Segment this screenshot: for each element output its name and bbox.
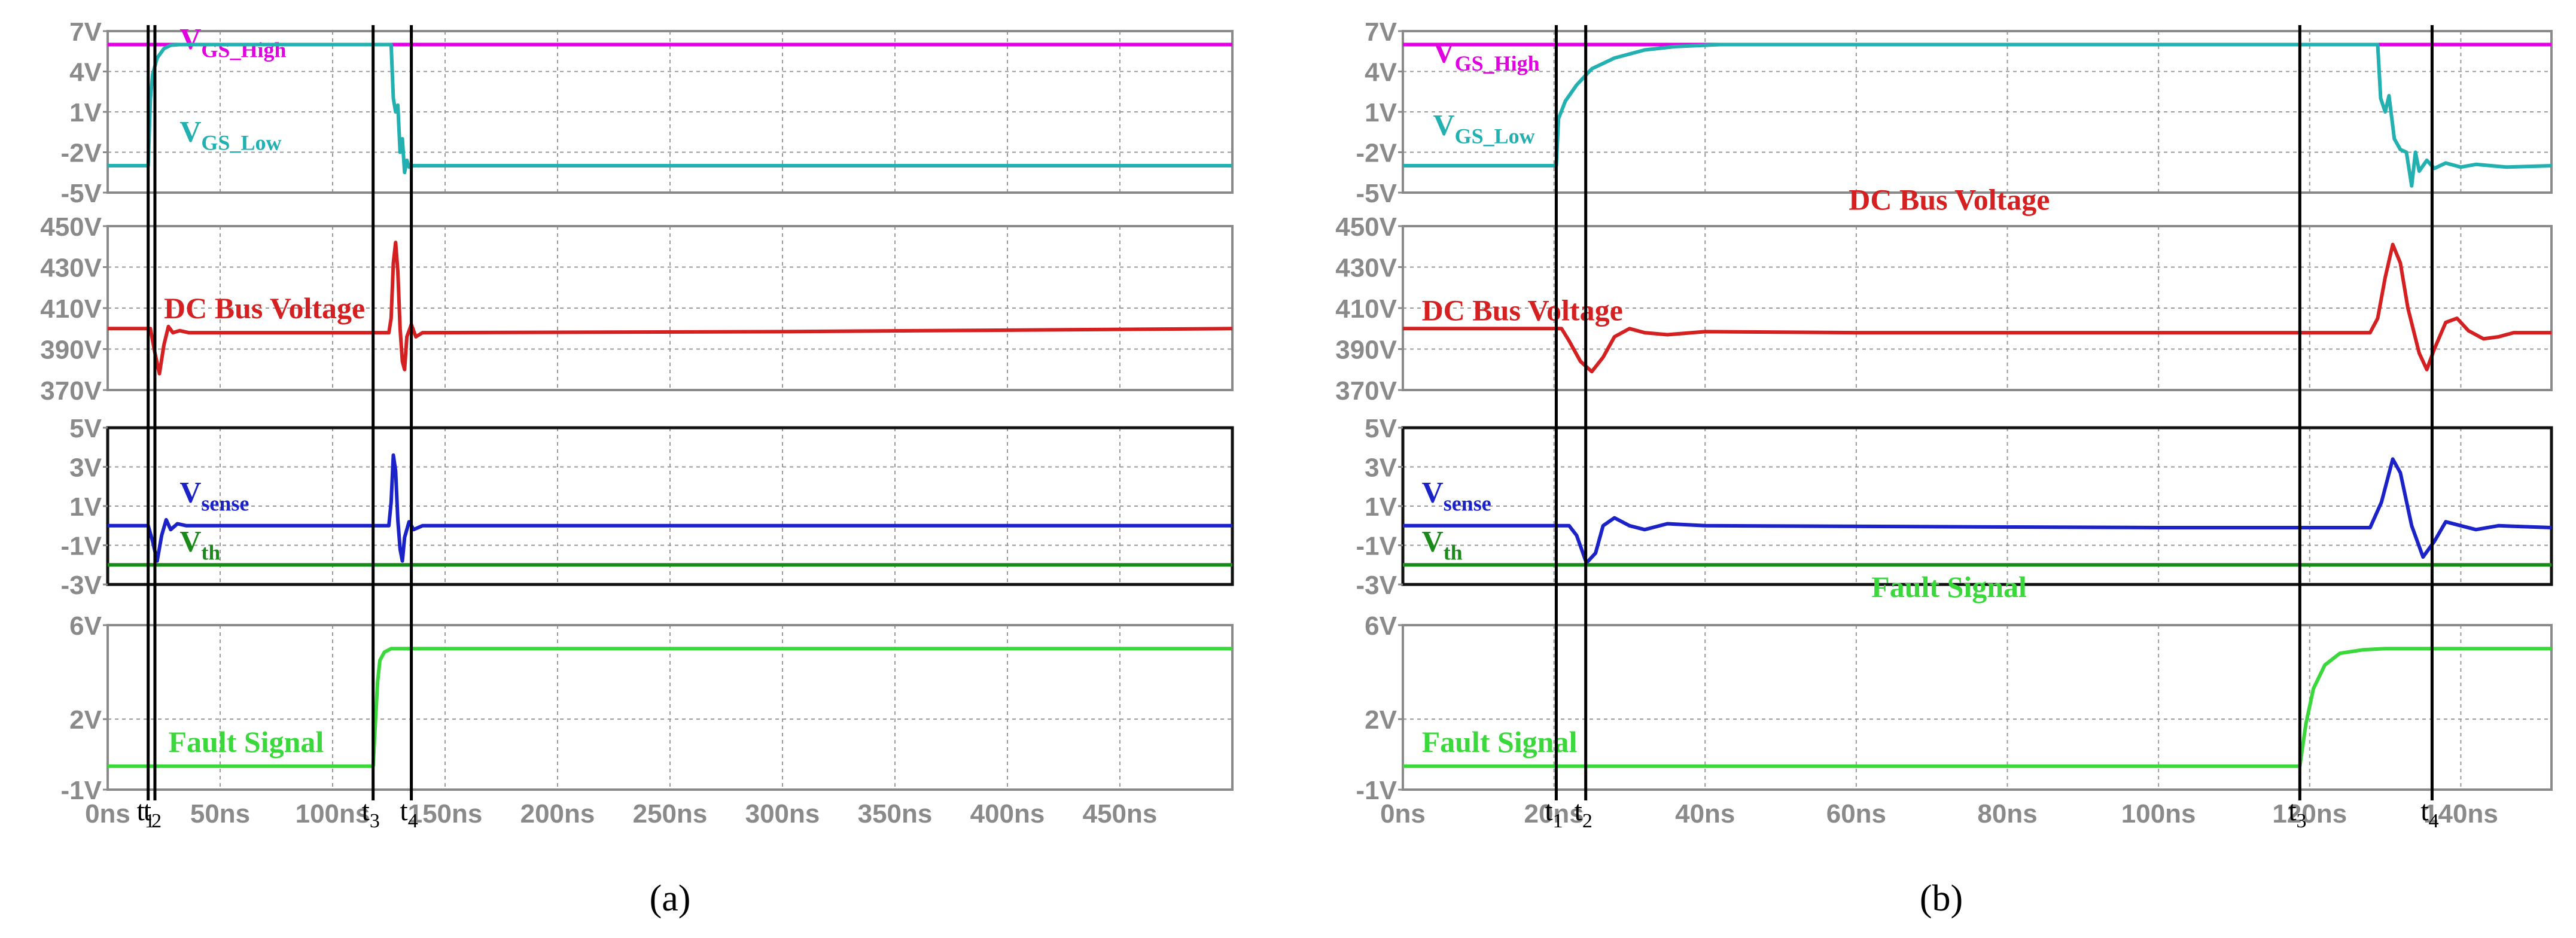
y-tick-label: 390V	[40, 336, 102, 365]
subplot-vgs: 7V 4V 1V -2V -5V VGS_High VGS_Low	[1356, 17, 2553, 208]
y-tick-label: 7V	[1365, 17, 1397, 47]
subplot-vsense: 5V 3V 1V -1V -3V Vsense Vth	[61, 414, 1234, 600]
y-tick-label: -3V	[1356, 571, 1397, 600]
y-tick-label: 4V	[1365, 58, 1397, 87]
x-tick-label: 40ns	[1675, 799, 1735, 829]
y-tick-label: 4V	[69, 58, 102, 87]
series-line-dcbus-0	[1403, 242, 2551, 374]
y-tick-label: 410V	[1335, 294, 1397, 324]
series-label: Fault Signal	[1422, 725, 1578, 759]
series-label: Vsense	[1422, 475, 1491, 515]
marker-label: t3	[362, 795, 380, 832]
y-tick-label: 3V	[69, 453, 102, 483]
marker-label: t3	[2288, 795, 2306, 832]
y-tick-label: -5V	[1356, 179, 1397, 208]
x-tick-label: 450ns	[1083, 799, 1158, 829]
series-label: DC Bus Voltage	[164, 291, 365, 325]
x-tick-label: 120ns	[2272, 799, 2347, 829]
marker-label: t1	[137, 795, 155, 832]
marker-label: t2	[144, 795, 162, 832]
y-tick-label: -1V	[1356, 532, 1397, 561]
series-label: VGS_High	[1433, 35, 1540, 75]
x-tick-label: 50ns	[190, 799, 250, 829]
x-tick-label: 100ns	[296, 799, 370, 829]
y-tick-label: -1V	[61, 532, 102, 561]
y-tick-label: 7V	[69, 17, 102, 47]
x-tick-label: 0ns	[1380, 799, 1426, 829]
subplot-fault: 6V 2V -1V Fault Signal Fault Signal	[1356, 570, 2553, 805]
series-label: Fault Signal	[1871, 570, 2027, 604]
panel-caption: (b)	[1920, 878, 1963, 919]
subplot-vgs: 7V 4V 1V -2V -5V VGS_High VGS_Low	[61, 17, 1234, 208]
x-tick-label: 400ns	[970, 799, 1045, 829]
series-label: Vth	[179, 524, 220, 564]
marker-label: t1	[1545, 795, 1563, 832]
x-tick-label: 150ns	[408, 799, 483, 829]
series-label: VGS_Low	[179, 115, 281, 155]
y-tick-label: 430V	[1335, 254, 1397, 283]
x-tick-label: 60ns	[1826, 799, 1886, 829]
y-tick-label: 2V	[69, 705, 102, 735]
y-tick-label: -1V	[61, 776, 102, 805]
y-tick-label: 2V	[1365, 705, 1397, 735]
y-tick-label: 1V	[69, 98, 102, 127]
y-tick-label: 6V	[1365, 611, 1397, 641]
x-tick-label: 300ns	[745, 799, 820, 829]
y-tick-label: -3V	[61, 571, 102, 600]
subplot-fault: 6V 2V -1V Fault Signal	[61, 611, 1234, 805]
series-line-vgs-1	[108, 42, 1232, 175]
y-tick-label: 3V	[1365, 453, 1397, 483]
series-label: VGS_Low	[1433, 108, 1535, 148]
y-tick-label: 450V	[1335, 212, 1397, 242]
series-label: Fault Signal	[169, 725, 324, 759]
y-tick-label: 410V	[40, 294, 102, 324]
y-tick-label: 5V	[1365, 414, 1397, 443]
series-line-vgs-1	[1403, 42, 2552, 188]
marker-label: t4	[400, 795, 418, 832]
y-tick-label: 6V	[69, 611, 102, 641]
y-tick-label: 430V	[40, 254, 102, 283]
x-tick-label: 20ns	[1524, 799, 1584, 829]
y-tick-label: -5V	[61, 179, 102, 208]
marker-label: t4	[2420, 795, 2438, 832]
series-label: DC Bus Voltage	[1422, 294, 1623, 327]
x-tick-label: 0ns	[85, 799, 130, 829]
subplot-vsense: 5V 3V 1V -1V -3V Vsense Vth	[1356, 414, 2553, 600]
y-tick-label: 1V	[69, 492, 102, 522]
marker-label: t2	[1575, 795, 1593, 832]
chart-panel-a: 7V 4V 1V -2V -5V VGS_High VGS_Low 450V 430V 410V 3…	[40, 17, 1234, 919]
series-label: DC Bus Voltage	[1849, 183, 2050, 217]
y-tick-label: 1V	[1365, 492, 1397, 522]
subplot-dcbus: 450V 430V 410V 390V 370V DC Bus Voltage DC Bus…	[1335, 183, 2553, 406]
x-tick-label: 80ns	[1977, 799, 2037, 829]
subplot-frame	[106, 624, 1234, 791]
series-label: Vth	[1422, 524, 1463, 564]
series-label: VGS_High	[179, 22, 286, 62]
chart-panel-b: 7V 4V 1V -2V -5V VGS_High VGS_Low 450V 430V 410V 3…	[1335, 17, 2553, 919]
y-tick-label: 370V	[40, 376, 102, 406]
y-tick-label: 5V	[69, 414, 102, 443]
y-tick-label: 1V	[1365, 98, 1397, 127]
y-tick-label: -1V	[1356, 776, 1397, 805]
panel-caption: (a)	[650, 878, 691, 919]
x-tick-label: 100ns	[2121, 799, 2196, 829]
y-tick-label: 390V	[1335, 336, 1397, 365]
series-line-vsense-0	[108, 453, 1232, 563]
series-line-vsense-0	[1403, 457, 2552, 565]
series-line-fault-0	[1403, 647, 2551, 768]
y-tick-label: -2V	[1356, 139, 1397, 168]
y-tick-label: 370V	[1335, 376, 1397, 406]
series-label: Vsense	[179, 475, 249, 515]
x-tick-label: 200ns	[520, 799, 595, 829]
x-tick-label: 250ns	[633, 799, 708, 829]
y-tick-label: -2V	[61, 139, 102, 168]
subplot-frame	[1402, 624, 2553, 791]
x-tick-label: 140ns	[2423, 799, 2498, 829]
y-tick-label: 450V	[40, 212, 102, 242]
x-tick-label: 350ns	[858, 799, 933, 829]
